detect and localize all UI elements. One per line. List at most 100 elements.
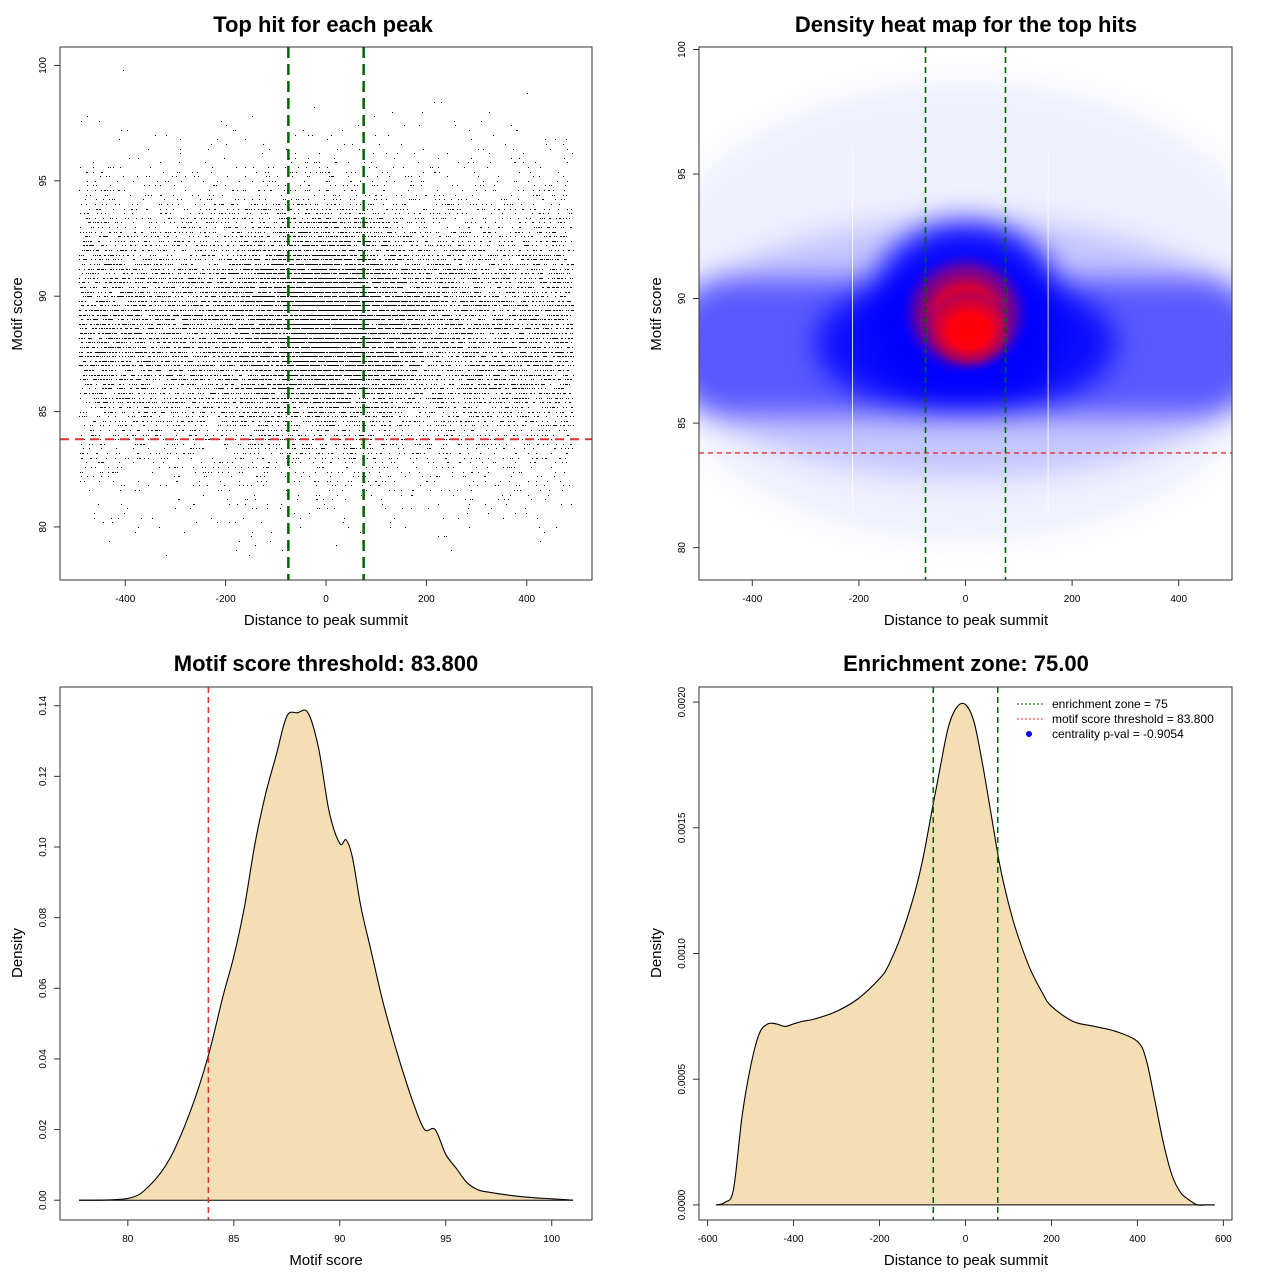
scatter-point: [167, 458, 168, 459]
scatter-point: [391, 338, 392, 339]
scatter-point: [516, 269, 517, 270]
scatter-point: [159, 328, 160, 329]
scatter-point: [108, 416, 109, 417]
scatter-point: [461, 379, 462, 380]
scatter-point: [211, 315, 212, 316]
scatter-point: [501, 301, 502, 302]
scatter-point: [382, 365, 383, 366]
scatter-point: [292, 310, 293, 311]
scatter-point: [251, 536, 252, 537]
scatter-point: [266, 259, 267, 260]
scatter-point: [269, 448, 270, 449]
scatter-point: [344, 444, 345, 445]
scatter-point: [79, 282, 80, 283]
scatter-point: [165, 232, 166, 233]
scatter-point: [413, 398, 414, 399]
scatter-point: [488, 384, 489, 385]
scatter-point: [133, 259, 134, 260]
scatter-point: [349, 296, 350, 297]
scatter-point: [326, 232, 327, 233]
scatter-point: [569, 292, 570, 293]
scatter-point: [308, 250, 309, 251]
scatter-point: [341, 301, 342, 302]
scatter-point: [217, 139, 218, 140]
scatter-point: [205, 250, 206, 251]
scatter-point: [219, 407, 220, 408]
scatter-point: [204, 245, 205, 246]
scatter-point: [441, 342, 442, 343]
scatter-point: [173, 402, 174, 403]
scatter-point: [242, 315, 243, 316]
scatter-point: [203, 292, 204, 293]
scatter-point: [228, 259, 229, 260]
scatter-point: [447, 153, 448, 154]
scatter-point: [305, 190, 306, 191]
scatter-point: [335, 301, 336, 302]
scatter-point: [375, 135, 376, 136]
scatter-point: [559, 301, 560, 302]
scatter-point: [348, 282, 349, 283]
scatter-point: [298, 199, 299, 200]
scatter-point: [208, 388, 209, 389]
scatter-point: [352, 448, 353, 449]
scatter-point: [494, 379, 495, 380]
scatter-point: [374, 236, 375, 237]
scatter-point: [247, 370, 248, 371]
scatter-point: [99, 236, 100, 237]
scatter-point: [383, 416, 384, 417]
scatter-point: [245, 305, 246, 306]
scatter-point: [409, 222, 410, 223]
scatter-point: [427, 296, 428, 297]
scatter-point: [505, 328, 506, 329]
scatter-point: [267, 375, 268, 376]
scatter-point: [508, 255, 509, 256]
scatter-point: [483, 356, 484, 357]
scatter-point: [400, 342, 401, 343]
scatter-point: [533, 204, 534, 205]
scatter-point: [501, 421, 502, 422]
scatter-point: [476, 412, 477, 413]
scatter-point: [510, 264, 511, 265]
scatter-point: [231, 287, 232, 288]
scatter-point: [280, 324, 281, 325]
scatter-point: [142, 269, 143, 270]
scatter-point: [354, 287, 355, 288]
scatter-point: [247, 398, 248, 399]
scatter-point: [485, 388, 486, 389]
scatter-point: [132, 375, 133, 376]
scatter-point: [155, 255, 156, 256]
scatter-point: [276, 338, 277, 339]
scatter-point: [98, 375, 99, 376]
scatter-point: [309, 393, 310, 394]
scatter-point: [294, 333, 295, 334]
scatter-point: [240, 245, 241, 246]
scatter-point: [555, 259, 556, 260]
scatter-point: [296, 342, 297, 343]
scatter-point: [316, 375, 317, 376]
scatter-point: [551, 352, 552, 353]
scatter-point: [339, 398, 340, 399]
scatter-point: [544, 236, 545, 237]
scatter-point: [365, 347, 366, 348]
scatter-point: [309, 185, 310, 186]
scatter-point: [403, 167, 404, 168]
scatter-point: [394, 333, 395, 334]
scatter-point: [289, 282, 290, 283]
scatter-point: [240, 425, 241, 426]
scatter-point: [364, 282, 365, 283]
scatter-point: [275, 232, 276, 233]
scatter-point: [281, 448, 282, 449]
scatter-point: [321, 319, 322, 320]
scatter-point: [429, 305, 430, 306]
scatter-point: [178, 476, 179, 477]
scatter-point: [414, 407, 415, 408]
scatter-point: [425, 287, 426, 288]
scatter-point: [241, 458, 242, 459]
scatter-point: [373, 398, 374, 399]
scatter-point: [183, 393, 184, 394]
scatter-point: [516, 393, 517, 394]
scatter-point: [316, 301, 317, 302]
scatter-point: [340, 213, 341, 214]
scatter-point: [557, 278, 558, 279]
scatter-point: [284, 338, 285, 339]
